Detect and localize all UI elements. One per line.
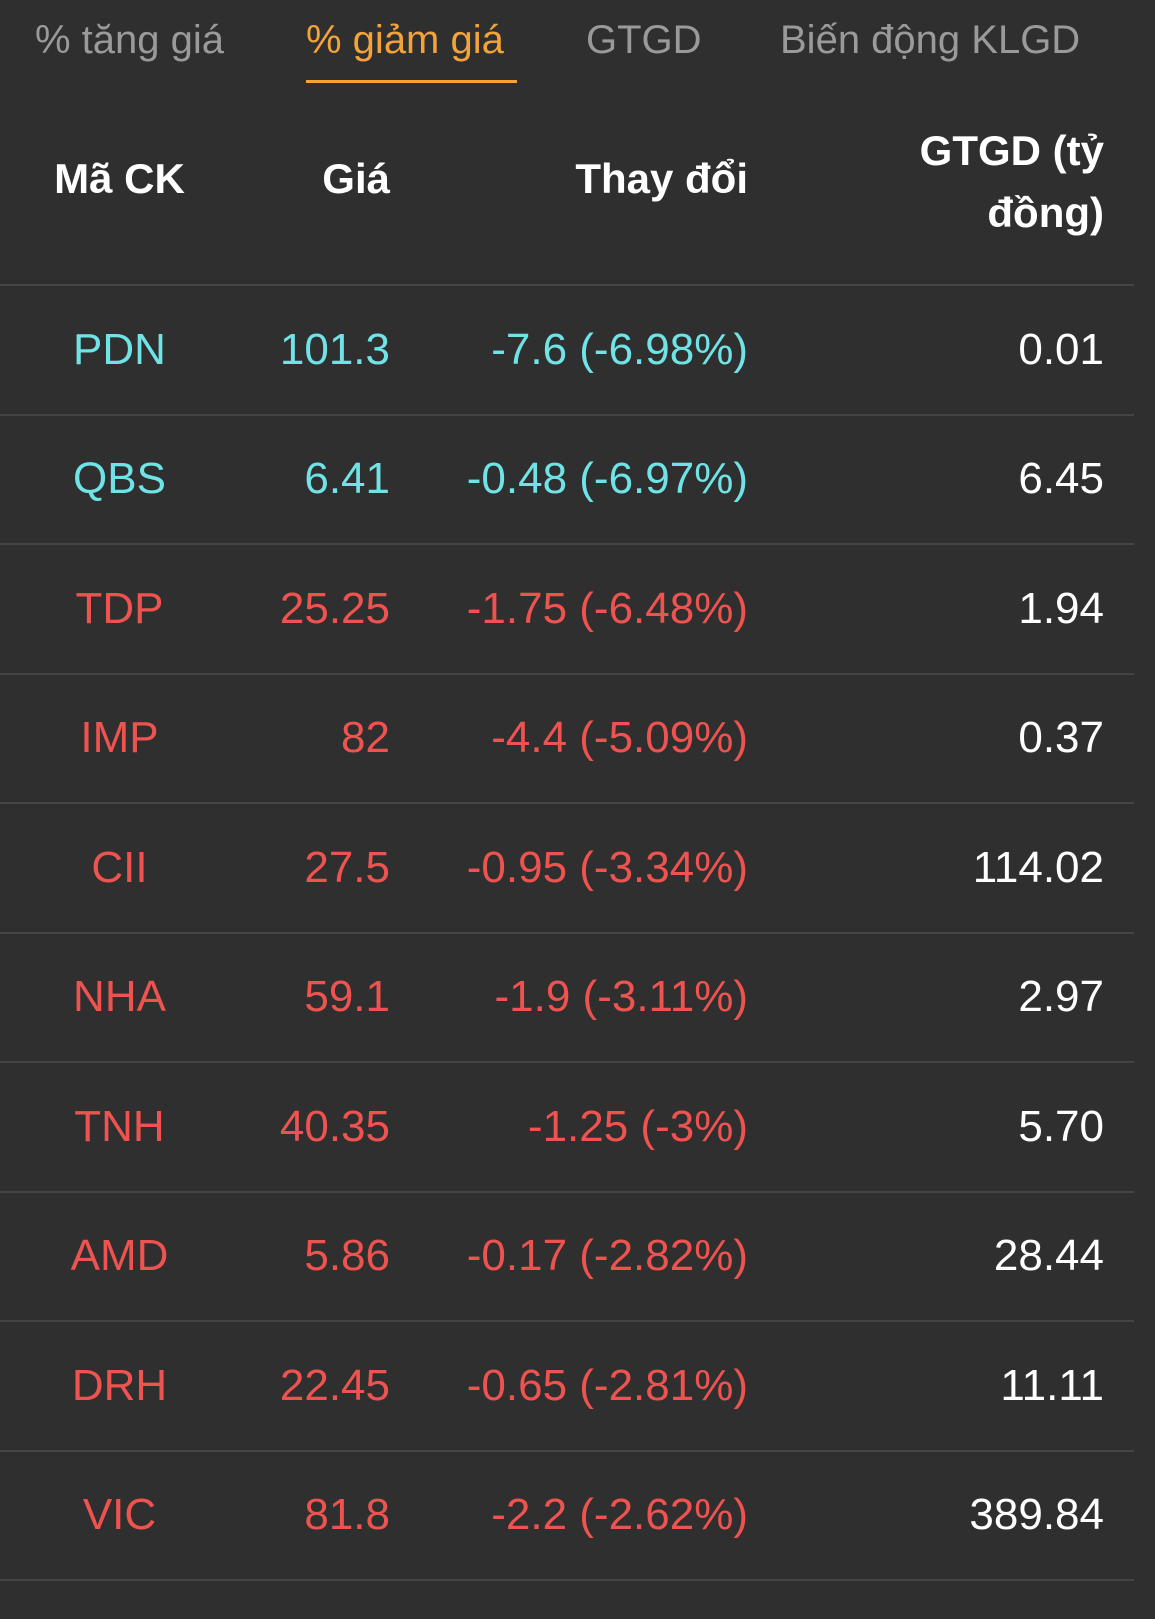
stock-trading-value: 1.94 [1018, 583, 1104, 633]
stock-code[interactable]: NHA [73, 972, 166, 1022]
stock-price: 27.5 [304, 842, 390, 892]
stock-code[interactable]: QBS [73, 454, 166, 504]
stock-change: -0.95 (-3.34%) [466, 842, 748, 892]
stock-code[interactable]: PDN [73, 324, 166, 374]
active-tab-indicator [306, 80, 517, 83]
table-row[interactable]: DRH 22.45 -0.65 (-2.81%) 11.11 [0, 1322, 1134, 1452]
stock-price: 22.45 [279, 1360, 390, 1410]
table-row[interactable]: IMP 82 -4.4 (-5.09%) 0.37 [0, 675, 1134, 804]
column-header-value-line2: đồng) [987, 189, 1104, 236]
stock-change: -2.2 (-2.62%) [491, 1490, 748, 1540]
stock-price: 6.41 [304, 454, 390, 504]
column-header-change[interactable]: Thay đổi [575, 155, 748, 202]
stock-trading-value: 11.11 [1000, 1360, 1104, 1410]
column-header-code[interactable]: Mã CK [54, 155, 185, 202]
stock-change: -1.9 (-3.11%) [494, 972, 749, 1022]
table-header: Mã CK Giá Thay đổi GTGD (tỷ đồng) [0, 108, 1134, 286]
tab-volume-change[interactable]: Biến động KLGD [780, 18, 1081, 62]
tab-trading-value[interactable]: GTGD [586, 18, 702, 62]
stock-trading-value: 6.45 [1018, 454, 1104, 504]
stock-price: 82 [341, 713, 390, 763]
stock-table-body: PDN 101.3 -7.6 (-6.98%) 0.01 QBS 6.41 -0.48 (-… [0, 286, 1134, 1581]
stock-code[interactable]: IMP [80, 713, 159, 763]
stock-change: -7.6 (-6.98%) [491, 324, 748, 374]
stock-price: 81.8 [304, 1490, 390, 1540]
tab-bar: % tăng giá % giảm giá GTGD Biến động KLG… [0, 0, 1134, 90]
column-header-price[interactable]: Giá [322, 155, 390, 202]
tab-percent-increase[interactable]: % tăng giá [35, 18, 225, 62]
tab-percent-decrease[interactable]: % giảm giá [306, 18, 504, 62]
stock-trading-value: 0.37 [1018, 713, 1104, 763]
stock-code[interactable]: TDP [75, 583, 164, 633]
stock-change: -0.65 (-2.81%) [466, 1360, 748, 1410]
stock-trading-value: 114.02 [972, 842, 1104, 892]
stock-code[interactable]: VIC [82, 1490, 157, 1540]
stock-change: -0.17 (-2.82%) [466, 1231, 748, 1281]
stock-price: 59.1 [304, 972, 390, 1022]
stock-price: 5.86 [304, 1231, 390, 1281]
table-row[interactable]: CII 27.5 -0.95 (-3.34%) 114.02 [0, 804, 1134, 934]
table-row[interactable]: QBS 6.41 -0.48 (-6.97%) 6.45 [0, 416, 1134, 545]
column-header-value-line1: GTGD (tỷ [919, 127, 1104, 174]
table-row[interactable]: VIC 81.8 -2.2 (-2.62%) 389.84 [0, 1452, 1134, 1581]
stock-trading-value: 2.97 [1018, 972, 1104, 1022]
stock-trading-value: 389.84 [969, 1490, 1104, 1540]
table-row[interactable]: TDP 25.25 -1.75 (-6.48%) 1.94 [0, 545, 1134, 675]
stock-price: 40.35 [279, 1101, 390, 1151]
table-row[interactable]: NHA 59.1 -1.9 (-3.11%) 2.97 [0, 934, 1134, 1063]
stock-price: 101.3 [279, 324, 390, 374]
stock-code[interactable]: DRH [71, 1360, 168, 1410]
stock-change: -0.48 (-6.97%) [466, 454, 748, 504]
stock-code[interactable]: TNH [74, 1101, 165, 1151]
stock-trading-value: 0.01 [1018, 324, 1104, 374]
table-row[interactable]: TNH 40.35 -1.25 (-3%) 5.70 [0, 1063, 1134, 1193]
column-header-value[interactable]: GTGD (tỷ đồng) [874, 120, 1104, 244]
stock-code[interactable]: AMD [70, 1231, 169, 1281]
table-row[interactable]: AMD 5.86 -0.17 (-2.82%) 28.44 [0, 1193, 1134, 1322]
stock-change: -1.25 (-3%) [527, 1101, 748, 1151]
stock-change: -1.75 (-6.48%) [466, 583, 748, 633]
stock-trading-value: 28.44 [993, 1231, 1104, 1281]
stock-code[interactable]: CII [91, 842, 148, 892]
stock-change: -4.4 (-5.09%) [491, 713, 748, 763]
stock-trading-value: 5.70 [1018, 1101, 1104, 1151]
table-row[interactable]: PDN 101.3 -7.6 (-6.98%) 0.01 [0, 286, 1134, 416]
stock-price: 25.25 [279, 583, 390, 633]
